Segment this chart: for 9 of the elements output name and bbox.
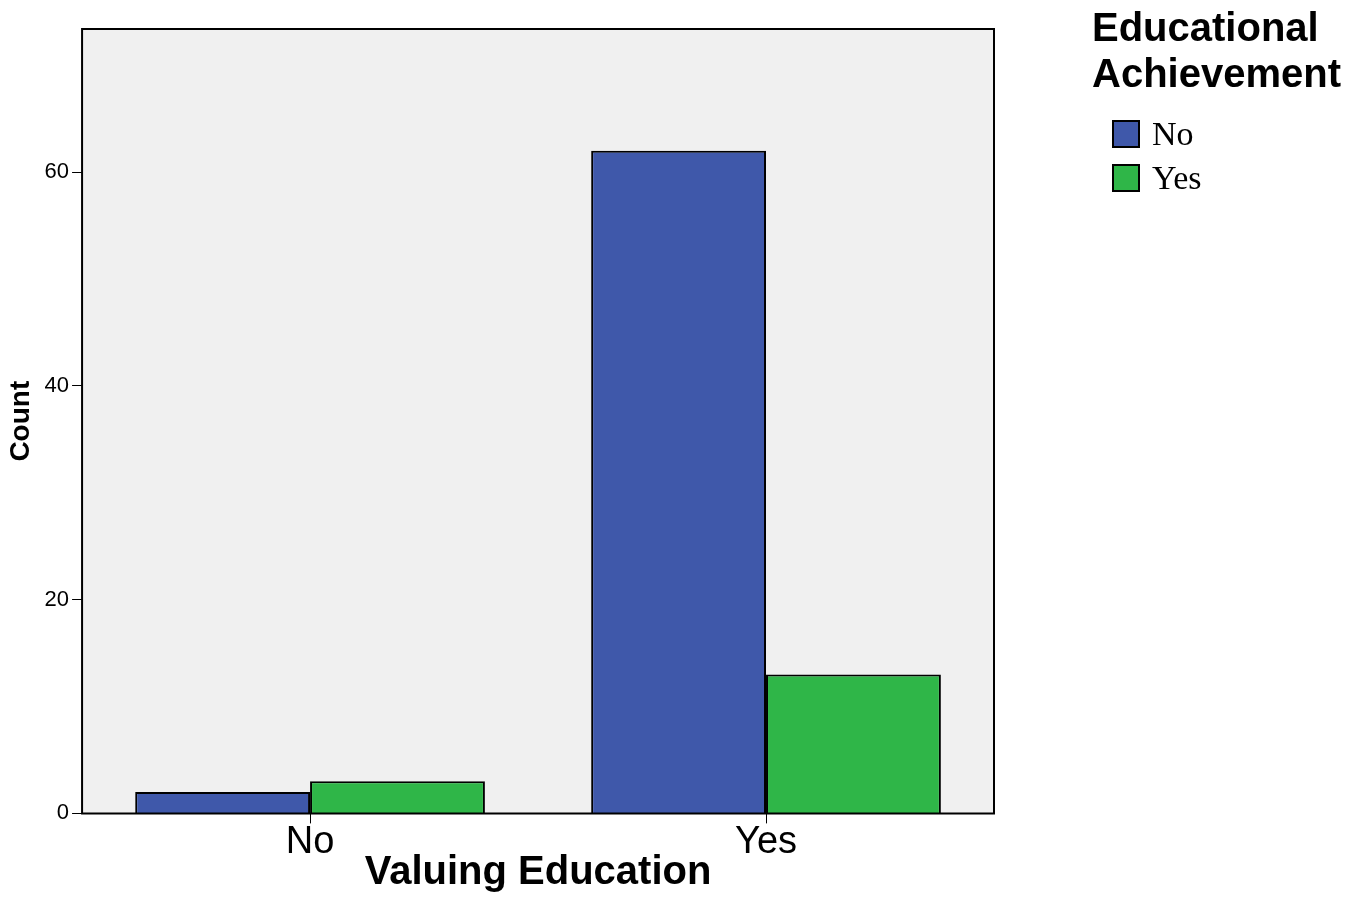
legend-title: Educational Achievement bbox=[1092, 4, 1342, 96]
y-tick-label: 0 bbox=[56, 799, 70, 825]
y-tick-label: 20 bbox=[44, 585, 70, 611]
y-axis-title: Count bbox=[3, 380, 35, 462]
legend-label: Yes bbox=[1151, 158, 1203, 198]
x-axis-title: Valuing Education bbox=[364, 848, 712, 893]
y-tick-label: 40 bbox=[44, 372, 70, 397]
legend-label: No bbox=[1151, 114, 1195, 154]
y-tick-label: 60 bbox=[44, 158, 70, 184]
